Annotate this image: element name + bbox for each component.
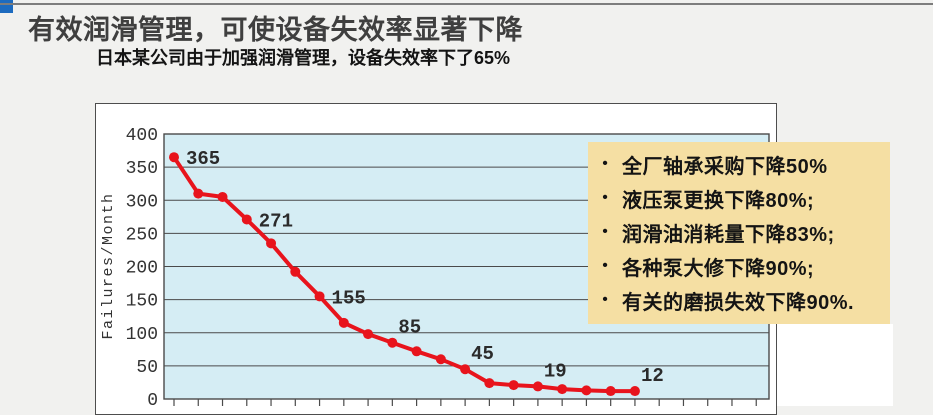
y-tick-label: 400 — [126, 126, 158, 146]
bullet-dot-icon: • — [602, 257, 608, 274]
data-point — [193, 188, 204, 199]
bullet-dot-icon: • — [602, 189, 608, 206]
y-axis-title: Failures/Month — [100, 192, 117, 339]
callout-bullet-text: 全厂轴承采购下降50% — [622, 155, 828, 178]
data-point — [266, 238, 277, 249]
callout-bullet-item: • 液压泵更换下降80%; — [588, 184, 890, 213]
callout-bullet-text: 润滑油消耗量下降83%; — [622, 223, 835, 246]
y-tick-label: 200 — [126, 259, 158, 279]
data-point — [435, 354, 446, 365]
data-point-label: 19 — [544, 360, 567, 382]
data-point — [484, 378, 495, 389]
data-point — [387, 337, 398, 348]
callout-bullet-item: • 有关的磨损失效下降90%. — [588, 286, 890, 315]
data-point — [460, 364, 471, 375]
callout-bullet-item: • 全厂轴承采购下降50% — [588, 150, 890, 179]
callout-bullet-item: • 润滑油消耗量下降83%; — [588, 218, 890, 247]
data-point — [241, 214, 252, 225]
data-point — [169, 152, 179, 163]
data-point — [581, 385, 592, 396]
top-divider-rule — [0, 3, 933, 5]
slide-subtitle: 日本某公司由于加强润滑管理，设备失效率下了65% — [96, 48, 511, 68]
data-point-label: 45 — [471, 343, 494, 365]
y-tick-label: 0 — [147, 391, 158, 411]
slide-accent-square — [0, 0, 13, 13]
data-point-label: 85 — [398, 317, 421, 339]
callout-bullet-text: 各种泵大修下降90%; — [622, 257, 815, 280]
data-point — [363, 329, 374, 340]
callout-bullet-text: 液压泵更换下降80%; — [622, 189, 815, 212]
callout-bullet-text: 有关的磨损失效下降90%. — [622, 291, 855, 314]
data-point-label: 271 — [259, 210, 293, 232]
data-point-label: 12 — [641, 365, 664, 387]
data-point — [532, 381, 543, 392]
y-tick-label: 50 — [136, 358, 158, 378]
data-point — [314, 291, 325, 302]
y-tick-label: 300 — [126, 192, 158, 212]
results-callout-box: • 全厂轴承采购下降50% • 液压泵更换下降80%; • 润滑油消耗量下降83%; • 各种… — [588, 142, 890, 324]
bullet-dot-icon: • — [602, 291, 608, 308]
data-point-label: 155 — [332, 287, 366, 309]
bullet-dot-icon: • — [602, 155, 608, 172]
data-point-label: 365 — [186, 148, 220, 170]
y-tick-label: 150 — [126, 292, 158, 312]
data-point — [557, 384, 568, 395]
data-point — [605, 386, 616, 397]
data-point — [411, 346, 422, 357]
data-point — [290, 266, 301, 277]
y-tick-label: 100 — [126, 325, 158, 345]
data-point — [508, 380, 519, 391]
slide-title: 有效润滑管理，可使设备失效率显著下降 — [28, 15, 523, 45]
data-point — [629, 386, 640, 397]
data-point — [338, 317, 349, 328]
data-point — [217, 191, 228, 202]
y-tick-label: 350 — [126, 159, 158, 179]
bullet-dot-icon: • — [602, 223, 608, 240]
callout-bullet-item: • 各种泵大修下降90%; — [588, 252, 890, 281]
y-tick-label: 250 — [126, 225, 158, 245]
callout-underlay — [777, 324, 893, 406]
